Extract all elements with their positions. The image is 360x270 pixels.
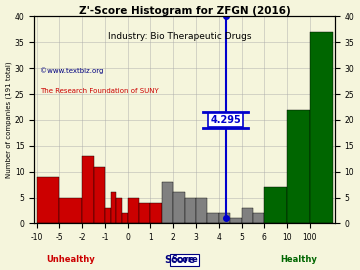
Bar (310, 32, 333, 224)
Bar (116, 198, 122, 224)
Bar (185, 198, 196, 224)
Text: Healthy: Healthy (280, 255, 317, 264)
Text: The Research Foundation of SUNY: The Research Foundation of SUNY (40, 88, 159, 94)
Text: Unhealthy: Unhealthy (46, 255, 95, 264)
Bar (173, 193, 185, 224)
Bar (219, 213, 230, 224)
Bar (94, 167, 105, 224)
Bar (207, 213, 219, 224)
Bar (253, 213, 264, 224)
Text: ©www.textbiz.org: ©www.textbiz.org (40, 67, 104, 73)
Bar (264, 187, 287, 224)
Y-axis label: Number of companies (191 total): Number of companies (191 total) (5, 62, 12, 178)
Bar (37, 177, 59, 224)
Bar (82, 156, 94, 224)
Text: Score: Score (165, 255, 195, 265)
Bar (122, 213, 128, 224)
Bar (150, 203, 162, 224)
Bar (242, 208, 253, 224)
Bar (139, 203, 150, 224)
Bar (105, 208, 111, 224)
Text: Industry: Bio Therapeutic Drugs: Industry: Bio Therapeutic Drugs (108, 32, 252, 41)
Title: Z'-Score Histogram for ZFGN (2016): Z'-Score Histogram for ZFGN (2016) (79, 6, 291, 16)
Bar (196, 198, 207, 224)
Bar (59, 198, 82, 224)
Bar (287, 110, 310, 224)
Bar (111, 193, 116, 224)
Bar (230, 218, 242, 224)
Bar (162, 182, 173, 224)
Text: Score: Score (171, 255, 198, 264)
Bar (128, 198, 139, 224)
Text: 4.295: 4.295 (210, 115, 241, 125)
